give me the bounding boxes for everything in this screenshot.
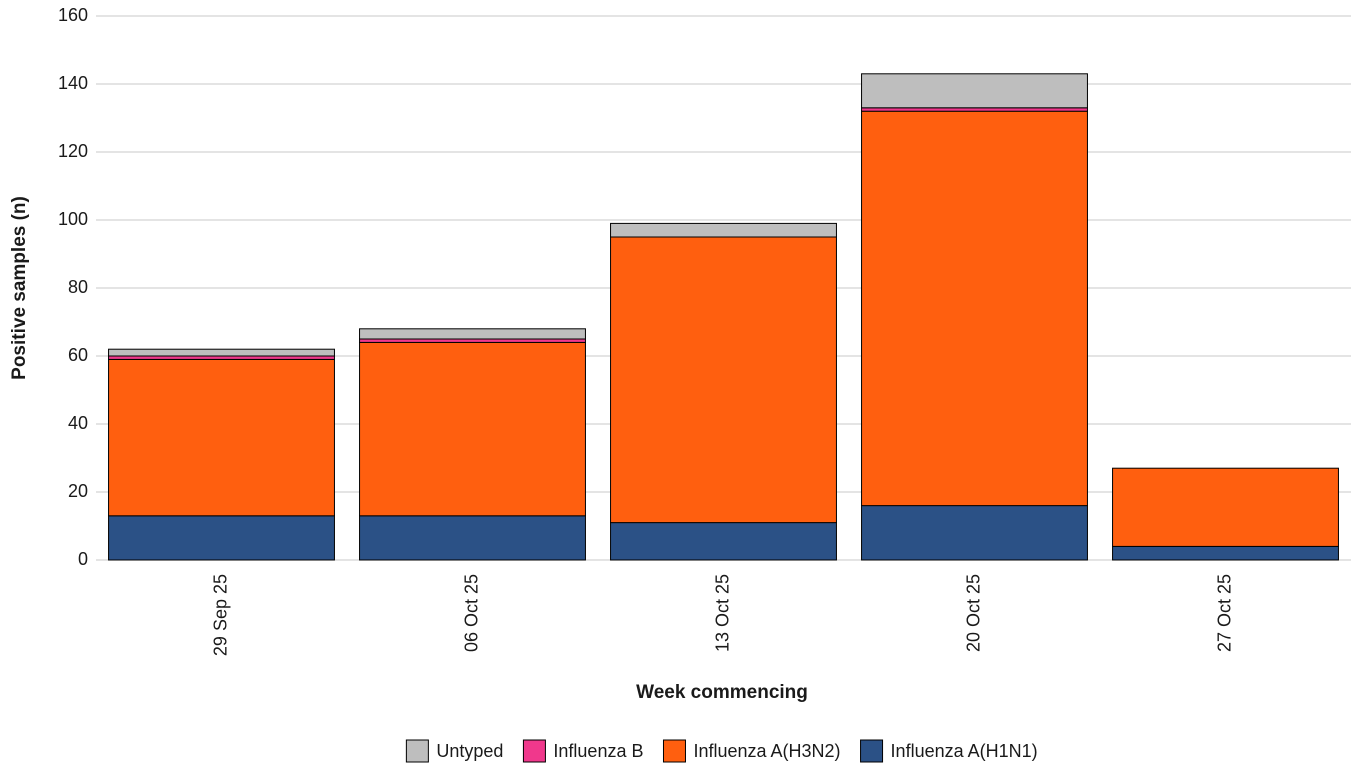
legend: Untyped Influenza B Influenza A(H3N2) Influ…: [405, 739, 1038, 763]
x-tick-label: 13 Oct 25: [712, 574, 732, 652]
bar-segment: [359, 341, 586, 517]
legend-swatch: [522, 739, 546, 763]
x-tick-label: 20 Oct 25: [963, 574, 983, 652]
bar-segment: [359, 328, 586, 340]
bar-segment: [359, 515, 586, 561]
bar-segment: [610, 522, 837, 561]
y-tick-label: 100: [58, 209, 88, 229]
x-tick-label: 06 Oct 25: [461, 574, 481, 652]
legend-swatch: [860, 739, 884, 763]
bar-segment: [610, 236, 837, 524]
y-tick-label: 20: [68, 481, 88, 501]
bar-segment: [610, 222, 837, 238]
y-tick-label: 0: [78, 549, 88, 569]
bar-segment: [108, 348, 335, 357]
legend-label: Influenza B: [553, 741, 643, 761]
bar-segment: [1112, 467, 1339, 547]
x-axis-title: Week commencing: [636, 682, 808, 703]
y-tick-label: 160: [58, 5, 88, 25]
legend-swatch: [662, 739, 686, 763]
legend-label: Influenza A(H1N1): [891, 741, 1038, 761]
bar-segment: [1112, 545, 1339, 561]
x-tick-label: 29 Sep 25: [210, 574, 230, 656]
bar-segment: [108, 358, 335, 517]
bar-segment: [861, 110, 1088, 507]
y-tick-label: 120: [58, 141, 88, 161]
bar-segment: [861, 107, 1088, 112]
y-tick-label: 80: [68, 277, 88, 297]
bar-segment: [359, 338, 586, 343]
bar-segment: [861, 505, 1088, 561]
legend-label: Influenza A(H3N2): [693, 741, 840, 761]
bar-segment: [108, 515, 335, 561]
legend-label: Untyped: [436, 741, 503, 761]
y-tick-label: 40: [68, 413, 88, 433]
bar-segment: [861, 73, 1088, 109]
y-tick-label: 60: [68, 345, 88, 365]
y-tick-label: 140: [58, 73, 88, 93]
bar-segment: [108, 355, 335, 360]
legend-swatch: [405, 739, 429, 763]
x-tick-label: 27 Oct 25: [1214, 574, 1234, 652]
y-axis-title: Positive samples (n): [9, 196, 30, 380]
